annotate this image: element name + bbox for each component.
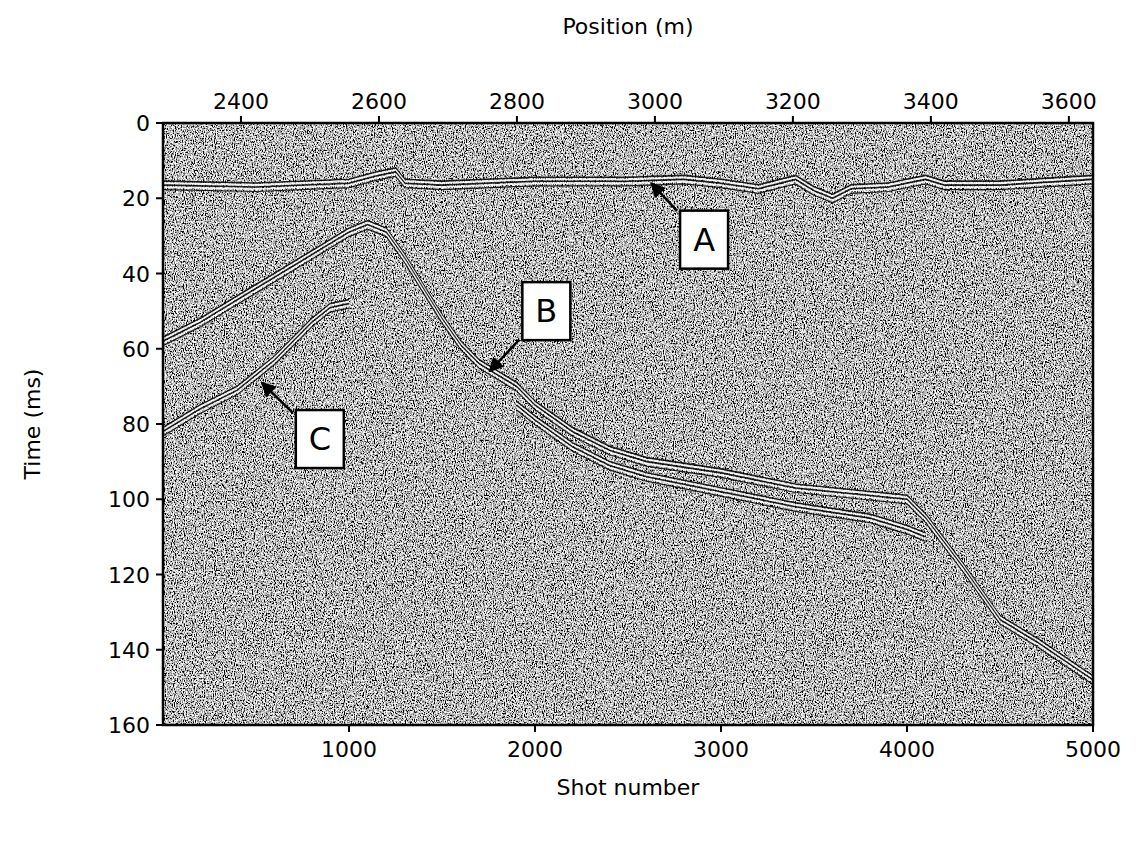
reflector-wavelet xyxy=(163,225,1093,680)
plot-background xyxy=(163,123,1093,725)
annotation-label: C xyxy=(309,420,331,458)
tick xyxy=(378,116,380,123)
annotation-arrow xyxy=(489,340,519,372)
tick-label: 2400 xyxy=(213,89,269,114)
tick-label: 120 xyxy=(108,563,150,588)
tick-label: 2000 xyxy=(507,737,563,762)
annotation-box xyxy=(522,282,570,340)
tick-label: 3400 xyxy=(903,89,959,114)
tick xyxy=(156,649,163,651)
tick xyxy=(156,498,163,500)
tick-label: 2600 xyxy=(351,89,407,114)
tick xyxy=(516,116,518,123)
frame xyxy=(163,123,1093,725)
tick-label: 2800 xyxy=(489,89,545,114)
tick xyxy=(654,116,656,123)
tick xyxy=(156,423,163,425)
tick xyxy=(156,122,163,124)
tick-label: 3000 xyxy=(693,737,749,762)
tick xyxy=(1068,116,1070,123)
reflector-wavelet xyxy=(163,172,1093,198)
annotation-arrow xyxy=(651,183,677,211)
annotation-label: B xyxy=(535,292,557,330)
tick-label: 40 xyxy=(122,262,150,287)
tick xyxy=(1092,725,1094,732)
tick xyxy=(156,273,163,275)
tick-label: 5000 xyxy=(1065,737,1121,762)
reflector xyxy=(516,403,925,535)
tick-label: 3000 xyxy=(627,89,683,114)
axis-title: Position (m) xyxy=(562,14,693,39)
tick-label: 1000 xyxy=(321,737,377,762)
reflector-wavelet xyxy=(163,174,1093,200)
chart: 1000200030004000500024002600280030003200… xyxy=(0,0,1143,844)
reflector-wavelet xyxy=(516,401,925,533)
tick-label: 100 xyxy=(108,487,150,512)
tick-label: 4000 xyxy=(879,737,935,762)
axis-title: Time (ms) xyxy=(20,369,45,481)
reflector-wavelet xyxy=(516,405,925,537)
tick-label: 3600 xyxy=(1041,89,1097,114)
reflector-wavelet xyxy=(516,407,925,539)
reflector-wavelet xyxy=(163,176,1093,202)
tick xyxy=(906,725,908,732)
reflector xyxy=(163,223,1093,678)
tick-label: 20 xyxy=(122,186,150,211)
reflector-wavelet xyxy=(516,410,925,542)
tick xyxy=(720,725,722,732)
tick xyxy=(348,725,350,732)
reflector-wavelet xyxy=(163,229,1093,684)
tick-label: 60 xyxy=(122,337,150,362)
annotation-box xyxy=(296,410,344,468)
annotation-arrow xyxy=(262,383,293,413)
tick xyxy=(156,574,163,576)
reflector-wavelet xyxy=(163,227,1093,682)
tick xyxy=(240,116,242,123)
noise-texture xyxy=(163,123,1093,725)
tick-label: 140 xyxy=(108,638,150,663)
annotation-label: A xyxy=(693,221,715,259)
tick-label: 80 xyxy=(122,412,150,437)
reflector-wavelet xyxy=(163,221,1093,676)
tick-label: 0 xyxy=(136,111,150,136)
tick xyxy=(156,348,163,350)
tick xyxy=(930,116,932,123)
tick xyxy=(534,725,536,732)
tick-label: 3200 xyxy=(765,89,821,114)
tick xyxy=(156,197,163,199)
reflectors xyxy=(163,168,1093,685)
tick-label: 160 xyxy=(108,713,150,738)
tick xyxy=(792,116,794,123)
axis-title: Shot number xyxy=(557,775,701,800)
annotation-box xyxy=(680,211,728,269)
tick xyxy=(156,724,163,726)
